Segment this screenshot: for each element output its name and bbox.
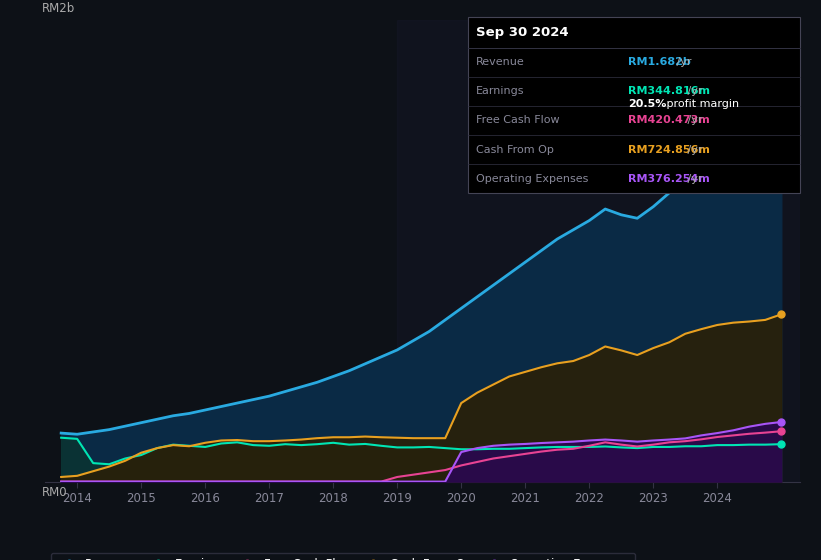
Text: RM1.682b: RM1.682b bbox=[628, 57, 690, 67]
Text: Free Cash Flow: Free Cash Flow bbox=[476, 115, 560, 125]
Text: RM0: RM0 bbox=[41, 486, 67, 499]
Text: /yr: /yr bbox=[672, 57, 691, 67]
Text: /yr: /yr bbox=[684, 174, 703, 184]
Text: /yr: /yr bbox=[684, 115, 703, 125]
Text: RM724.856m: RM724.856m bbox=[628, 144, 710, 155]
Text: RM420.473m: RM420.473m bbox=[628, 115, 710, 125]
Text: 20.5%: 20.5% bbox=[628, 99, 667, 109]
Legend: Revenue, Earnings, Free Cash Flow, Cash From Op, Operating Expenses: Revenue, Earnings, Free Cash Flow, Cash … bbox=[51, 553, 635, 560]
Text: Cash From Op: Cash From Op bbox=[476, 144, 554, 155]
Text: /yr: /yr bbox=[684, 144, 703, 155]
Text: profit margin: profit margin bbox=[663, 99, 740, 109]
Text: Revenue: Revenue bbox=[476, 57, 525, 67]
Text: Operating Expenses: Operating Expenses bbox=[476, 174, 589, 184]
Text: RM2b: RM2b bbox=[41, 2, 75, 15]
Text: RM344.816m: RM344.816m bbox=[628, 86, 710, 96]
Bar bbox=[397, 20, 800, 482]
Text: Sep 30 2024: Sep 30 2024 bbox=[476, 26, 569, 39]
Text: Earnings: Earnings bbox=[476, 86, 525, 96]
Text: RM376.254m: RM376.254m bbox=[628, 174, 710, 184]
Text: /yr: /yr bbox=[684, 86, 703, 96]
